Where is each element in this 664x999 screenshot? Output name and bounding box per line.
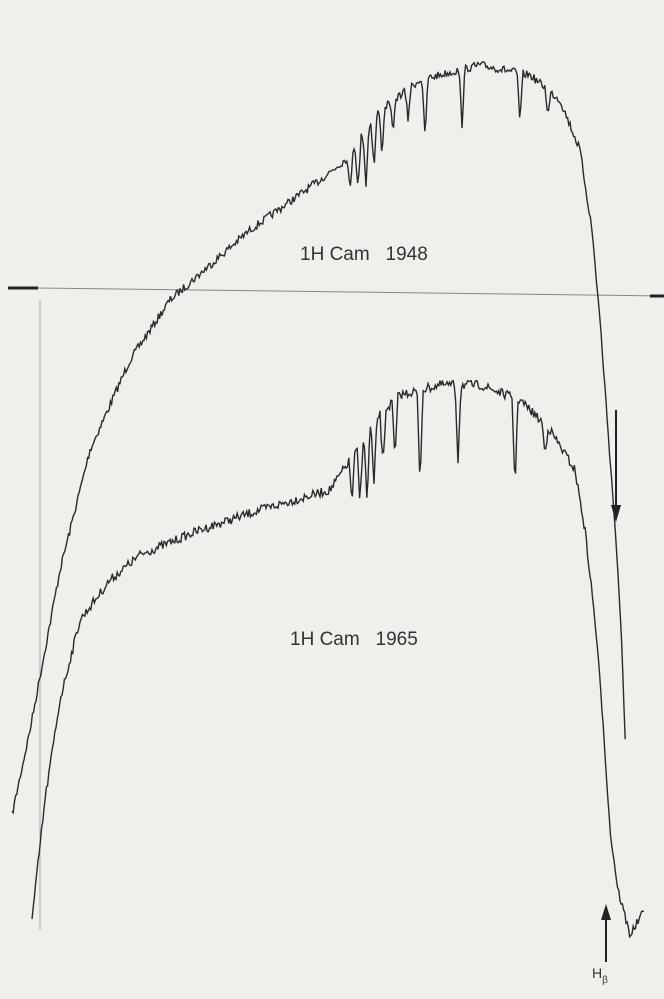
reference-line bbox=[37, 287, 664, 297]
arrow-head bbox=[601, 904, 611, 920]
spectrum-tracing bbox=[11, 61, 626, 815]
label-1948: 1H Cam 1948 bbox=[300, 244, 428, 265]
arrow-head bbox=[611, 505, 621, 522]
marker-subscript: β bbox=[602, 975, 608, 986]
tracings bbox=[11, 61, 645, 939]
spectrum-tracing bbox=[31, 379, 645, 939]
marker-letter: H bbox=[592, 965, 602, 981]
label-1965: 1H Cam 1965 bbox=[290, 629, 418, 650]
marker-label: Hβ bbox=[592, 965, 608, 986]
